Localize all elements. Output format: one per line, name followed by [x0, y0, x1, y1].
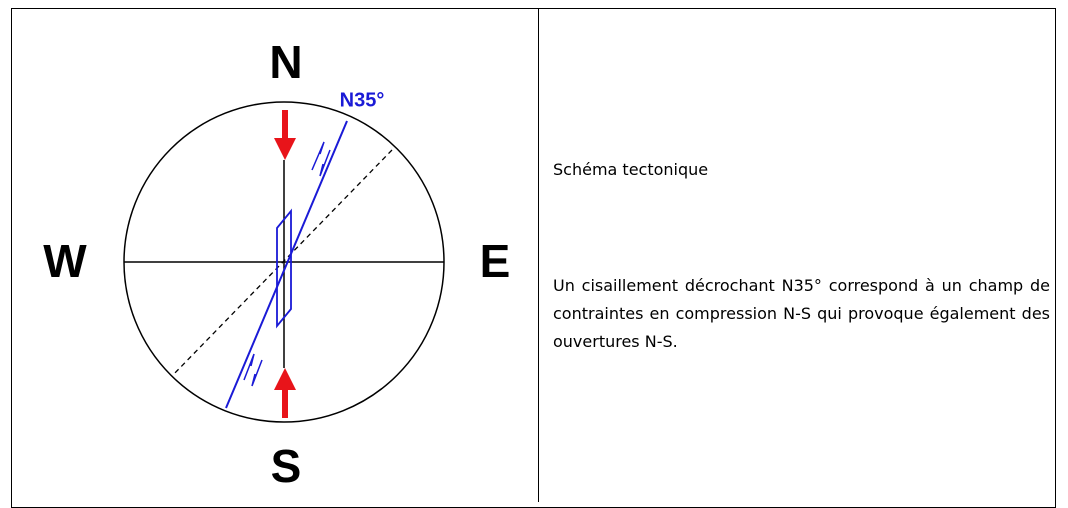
east-label: E [480, 235, 511, 287]
south-label: S [271, 440, 302, 492]
cell-divider [538, 8, 539, 502]
fault-label: N35° [340, 89, 385, 111]
arrowhead [274, 368, 296, 390]
paragraph: Un cisaillement décrochant N35° correspo… [553, 276, 1050, 351]
north-label: N [269, 36, 302, 88]
fault-line [225, 120, 348, 409]
west-label: W [43, 235, 87, 287]
shear-arrow [319, 149, 331, 177]
shear-arrow [311, 141, 325, 171]
shear-arrow [251, 359, 263, 387]
shear-arrow [243, 353, 255, 381]
opening [276, 208, 292, 329]
arrowhead [274, 138, 296, 160]
dashed-line [171, 149, 393, 377]
caption: Schéma tectonique [553, 160, 709, 179]
tectonic-diagram: N S W E N35° [43, 36, 511, 492]
